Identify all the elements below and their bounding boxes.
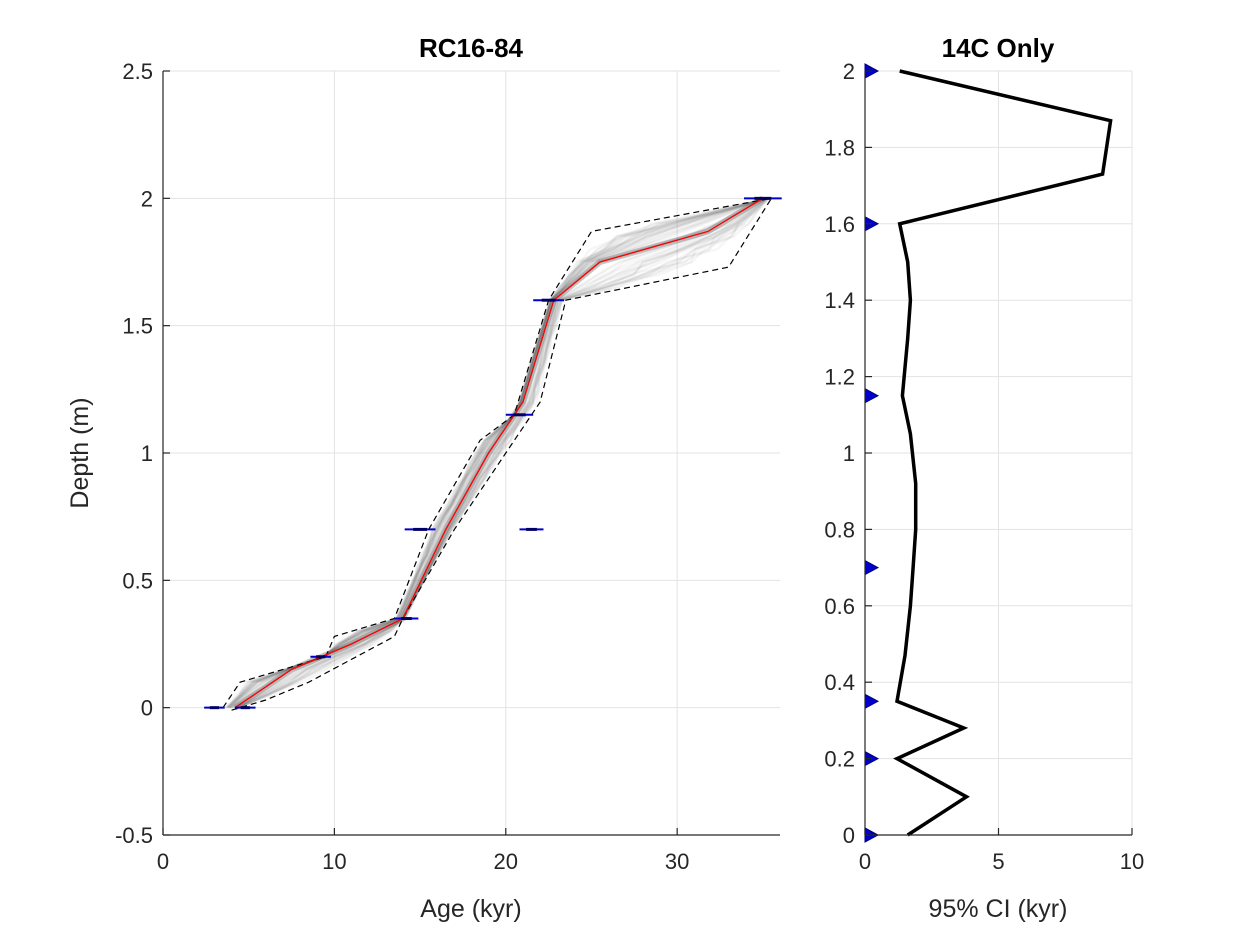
ensemble-realization — [238, 197, 770, 709]
ensemble-realization — [236, 197, 768, 709]
ensemble-realization — [226, 197, 768, 709]
ensemble-realization — [227, 197, 769, 709]
ci-depth-tick-label: 0.8 — [824, 517, 855, 542]
ci-depth-tick-label: 0.4 — [824, 670, 855, 695]
ensemble-realization — [225, 197, 768, 709]
ensemble-realization — [229, 197, 767, 709]
ensemble-realization — [236, 197, 767, 709]
ensemble-realization — [238, 197, 771, 709]
ci-depth-tick-label: 0 — [843, 823, 855, 848]
ensemble-realization — [230, 197, 767, 709]
age-tick-label: 0 — [157, 849, 169, 874]
ensemble-realization — [227, 197, 771, 709]
ensemble-realization — [230, 197, 766, 709]
ensemble-realization — [235, 197, 766, 709]
age-tick-label: 10 — [322, 849, 346, 874]
ci-depth-tick-label: 2 — [843, 59, 855, 84]
ensemble-realization — [229, 197, 768, 709]
ensemble-realization — [227, 197, 768, 709]
depth-tick-label: -0.5 — [115, 823, 153, 848]
ci-series-line — [893, 69, 1113, 837]
depth-tick-label: 2.5 — [122, 59, 153, 84]
ensemble-realization — [229, 197, 767, 709]
ensemble-realization — [228, 197, 769, 709]
ci-tick-label: 0 — [859, 849, 871, 874]
lower-confidence-bound — [231, 197, 772, 711]
ensemble-realization — [237, 197, 769, 709]
depth-tick-label: 2 — [141, 186, 153, 211]
ensemble-realization — [235, 197, 766, 709]
ensemble-realization — [228, 197, 767, 709]
ensemble-realization — [231, 197, 765, 709]
ensemble-realization — [226, 197, 770, 709]
depth-tick-label: 1.5 — [122, 314, 153, 339]
age-axis-label: Age (kyr) — [420, 895, 521, 923]
ci-depth-tick-label: 1.2 — [824, 365, 855, 390]
ensemble-realization — [226, 197, 767, 709]
ensemble-realization — [237, 197, 769, 709]
ci-tick-label: 5 — [992, 849, 1004, 874]
ensemble-realization — [229, 197, 767, 709]
age-tick-label: 30 — [665, 849, 689, 874]
ensemble-realization — [231, 197, 766, 709]
depth-axis-label: Depth (m) — [66, 397, 94, 508]
median-line — [234, 197, 764, 709]
ensemble-realization — [227, 197, 770, 709]
ensemble-realization — [224, 197, 769, 709]
ci-depth-tick-label: 1 — [843, 441, 855, 466]
depth-tick-label: 1 — [141, 441, 153, 466]
ensemble-realization — [238, 197, 770, 709]
age-depth-axes: 0 10 20 30-0.500.511.522.5 — [115, 59, 780, 874]
ensemble-realization — [238, 197, 769, 709]
ensemble-realization — [232, 197, 766, 709]
ci-tick-label: 10 — [1120, 849, 1144, 874]
ensemble-realization — [236, 197, 767, 709]
ci-line — [893, 69, 1113, 837]
median-age-model — [234, 197, 764, 709]
ensemble-realization — [236, 197, 768, 709]
depth-tick-label: 0.5 — [122, 568, 153, 593]
ensemble-realization — [228, 197, 769, 709]
ci-axis-label: 95% CI (kyr) — [929, 895, 1068, 923]
ensemble-realization — [231, 197, 766, 709]
ci-depth-tick-label: 0.2 — [824, 747, 855, 772]
ensemble-realization — [237, 197, 768, 709]
ensemble-realization — [227, 197, 769, 709]
ensemble-realization — [224, 197, 769, 709]
ci-depth-tick-label: 1.4 — [824, 288, 855, 313]
ensemble-realization — [237, 197, 769, 709]
radiocarbon-dates — [204, 196, 782, 710]
ensemble-realization — [229, 197, 768, 709]
ensemble-realization — [227, 197, 767, 709]
age-depth-title: RC16-84 — [419, 33, 524, 63]
ensemble-realization — [237, 197, 769, 709]
ci-axes: 0 5 10 0 0.2 0.4 0.6 0.8 1 1.2 1.4 1.6 1.8 2 — [824, 59, 1144, 874]
ensemble-realization — [228, 197, 769, 709]
ci-title: 14C Only — [942, 33, 1055, 63]
ci-panel: 0 5 10 0 0.2 0.4 0.6 0.8 1 1.2 1.4 1.6 1.8 2 14C Only… — [824, 33, 1144, 923]
depth-tick-label: 0 — [141, 696, 153, 721]
ensemble-realization — [237, 197, 769, 709]
ensemble-realization — [226, 197, 768, 709]
ensemble-realization — [236, 197, 768, 709]
ensemble-realization — [230, 197, 766, 709]
age-model-ensemble — [224, 195, 771, 711]
ci-depth-tick-label: 1.6 — [824, 212, 855, 237]
ensemble-realization — [237, 197, 769, 709]
ensemble-realization — [235, 197, 766, 709]
ensemble-realization — [237, 197, 769, 709]
ci-depth-tick-label: 0.6 — [824, 594, 855, 619]
ensemble-realization — [225, 197, 770, 709]
ci-depth-tick-label: 1.8 — [824, 135, 855, 160]
age-depth-panel: 0 10 20 30-0.500.511.522.5 RC16-84 Age (kyr… — [66, 33, 782, 923]
ensemble-realization — [236, 197, 767, 709]
age-tick-label: 20 — [494, 849, 518, 874]
